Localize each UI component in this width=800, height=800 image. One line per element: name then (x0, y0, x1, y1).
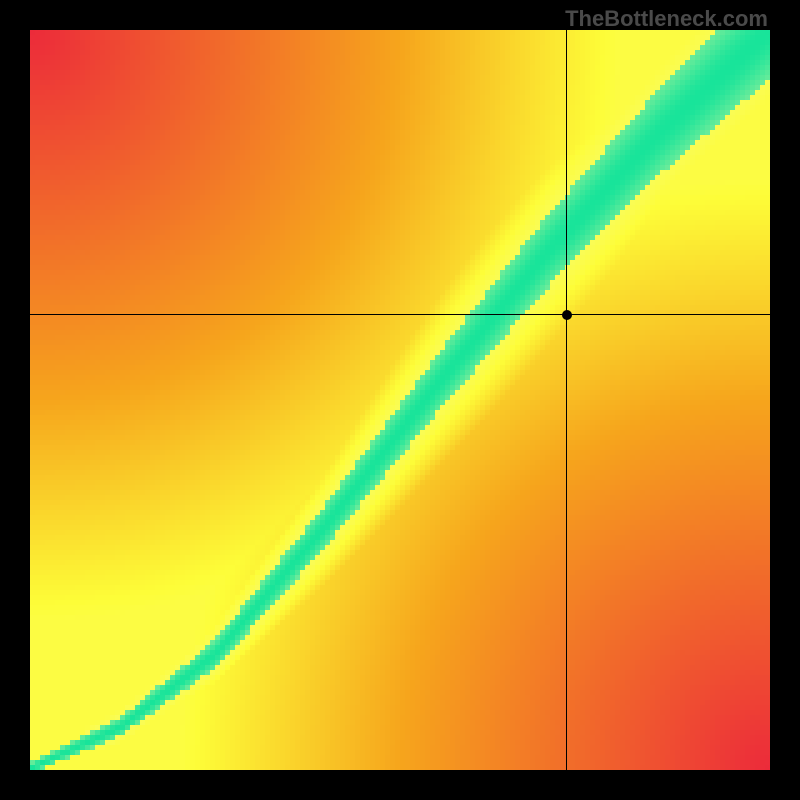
chart-container: TheBottleneck.com (0, 0, 800, 800)
crosshair-horizontal (30, 314, 770, 315)
watermark-text: TheBottleneck.com (565, 6, 768, 32)
crosshair-vertical (566, 30, 567, 770)
crosshair-marker (562, 310, 572, 320)
bottleneck-heatmap (30, 30, 770, 770)
